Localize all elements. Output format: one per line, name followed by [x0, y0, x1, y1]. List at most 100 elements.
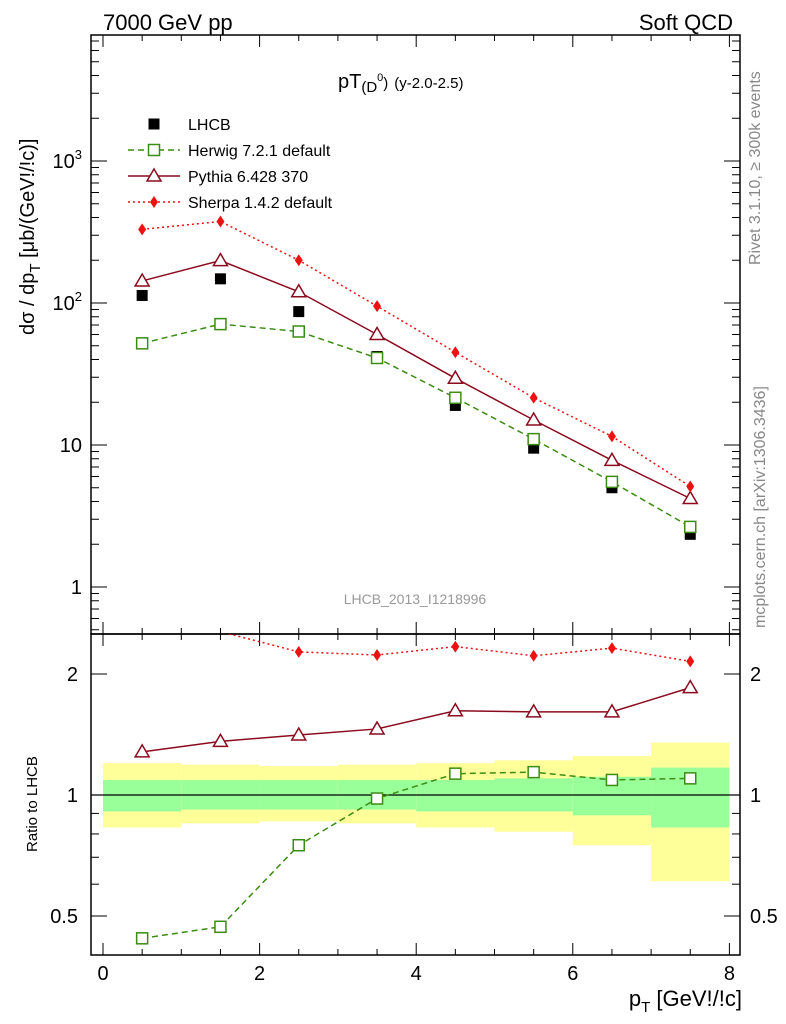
xlabel-text: p	[629, 986, 641, 1011]
legend-label-herwig: Herwig 7.2.1 default	[188, 143, 331, 160]
plot-title-sup: 0	[377, 72, 383, 84]
main-point-sherpa	[529, 391, 538, 404]
main-panel-series	[133, 215, 699, 540]
ratio-point-herwig	[135, 932, 149, 945]
main-point-sherpa	[451, 346, 460, 359]
ratio-y-tick-label: 0.5	[50, 906, 78, 928]
main-point-herwig	[292, 325, 305, 338]
ratio-point-herwig	[605, 773, 619, 787]
main-point-lhcb	[214, 273, 226, 285]
legend-label-sherpa: Sherpa 1.4.2 default	[188, 195, 333, 212]
ratio-point-pythia	[525, 703, 542, 718]
ratio-point-herwig	[370, 792, 384, 805]
ratio-y-tick-label-right: 2	[750, 664, 761, 686]
plot-title: pT(D0) (y-2.0-2.5)	[338, 71, 463, 96]
ratio-band-stat	[416, 779, 495, 812]
header-right: Soft QCD	[639, 10, 733, 35]
ratio-point-sherpa	[451, 640, 460, 653]
legend-marker-sherpa	[150, 196, 158, 208]
ratio-point-pythia	[447, 702, 464, 717]
ratio-panel-series	[133, 634, 699, 945]
main-point-sherpa	[216, 215, 225, 228]
ratio-series-group	[133, 634, 699, 945]
ratio-line-herwig	[142, 771, 691, 940]
main-point-sherpa	[607, 430, 616, 443]
ratio-point-herwig	[214, 920, 227, 934]
legend-marker-lhcb	[148, 118, 160, 130]
ratio-point-herwig	[292, 838, 305, 852]
main-point-pythia	[368, 326, 386, 341]
ylabel-main-text: dσ / dp	[17, 273, 39, 335]
ratio-band-stat	[103, 779, 182, 812]
main-y-tick-label: 1	[71, 577, 82, 599]
main-point-pythia	[525, 411, 542, 426]
ylabel-main-sub: T	[27, 263, 44, 272]
main-point-herwig	[135, 337, 149, 350]
main-point-lhcb	[136, 289, 148, 301]
main-point-sherpa	[294, 254, 303, 267]
main-point-herwig	[214, 317, 227, 331]
xlabel-unit: [GeV!/!c]	[650, 986, 742, 1011]
ratio-y-tick-label-right: 0.5	[750, 906, 778, 928]
main-y-tick-label: 102	[53, 289, 82, 315]
main-line-sherpa	[142, 220, 691, 488]
x-tick-label: 6	[567, 963, 578, 985]
ratio-uncertainty-bands	[103, 742, 730, 882]
main-point-sherpa	[373, 300, 382, 313]
main-line-pythia	[141, 259, 691, 500]
plot-title-close: )	[383, 75, 388, 92]
main-point-pythia	[447, 369, 464, 385]
ratio-point-pythia	[133, 743, 151, 758]
ratio-line-sherpa	[226, 634, 691, 663]
ratio-point-pythia	[681, 679, 699, 694]
main-point-sherpa	[138, 223, 147, 236]
main-point-pythia	[133, 272, 151, 287]
main-point-sherpa	[686, 480, 695, 493]
main-point-lhcb	[684, 528, 696, 540]
main-point-pythia	[603, 451, 621, 467]
ratio-point-herwig	[684, 772, 697, 785]
rivet-label: Rivet 3.1.10, ≥ 300k events	[747, 71, 764, 265]
ratio-point-herwig	[527, 765, 540, 779]
ratio-panel-axes: 0 2 4 6 8 0.5 0.5 1 1 2 2	[50, 633, 778, 985]
main-point-lhcb	[449, 399, 461, 411]
main-point-herwig	[370, 351, 384, 365]
xlabel: pT [GeV!/!c]	[629, 986, 742, 1016]
ratio-y-tick-label: 2	[67, 664, 78, 686]
main-line-herwig	[141, 323, 691, 528]
x-tick-label: 2	[254, 963, 265, 985]
legend-marker-herwig	[147, 143, 161, 157]
mcplots-label: mcplots.cern.ch [arXiv:1306.3436]	[752, 386, 769, 628]
ratio-y-tick-label-right: 1	[750, 785, 761, 807]
plot-title-sub: (D	[361, 79, 377, 96]
legend-label-lhcb: LHCB	[188, 117, 231, 134]
main-point-herwig	[527, 432, 540, 446]
main-point-pythia	[212, 252, 229, 267]
plot-title-cut: (y-2.0-2.5)	[394, 75, 463, 92]
plot-title-main: pT	[338, 71, 361, 93]
x-tick-label: 0	[97, 963, 108, 985]
main-point-herwig	[684, 520, 697, 534]
legend-marker-pythia	[145, 167, 163, 182]
x-tick-label: 8	[724, 963, 735, 985]
ratio-point-sherpa	[686, 655, 695, 668]
xlabel-sub: T	[641, 999, 650, 1016]
ylabel-main: dσ / dpT [μb/(GeV!/!c)]	[17, 139, 44, 335]
main-y-tick-label: 103	[53, 147, 82, 173]
main-y-tick-label: 10	[60, 435, 82, 457]
ratio-point-sherpa	[373, 648, 382, 661]
main-point-herwig	[449, 391, 462, 405]
analysis-watermark: LHCB_2013_I1218996	[344, 591, 487, 607]
ratio-point-sherpa	[607, 642, 616, 655]
main-point-lhcb	[528, 442, 540, 454]
main-point-pythia	[681, 490, 699, 505]
ratio-point-sherpa	[294, 645, 303, 658]
main-panel-axes: 1 10 102 103	[53, 34, 741, 635]
ratio-point-pythia	[368, 720, 386, 735]
ratio-point-pythia	[212, 732, 229, 748]
ratio-point-sherpa	[529, 649, 538, 662]
ratio-point-pythia	[603, 703, 621, 718]
ylabel-main-unit: [μb/(GeV!/!c)]	[17, 139, 39, 264]
ratio-y-tick-label: 1	[67, 785, 78, 807]
